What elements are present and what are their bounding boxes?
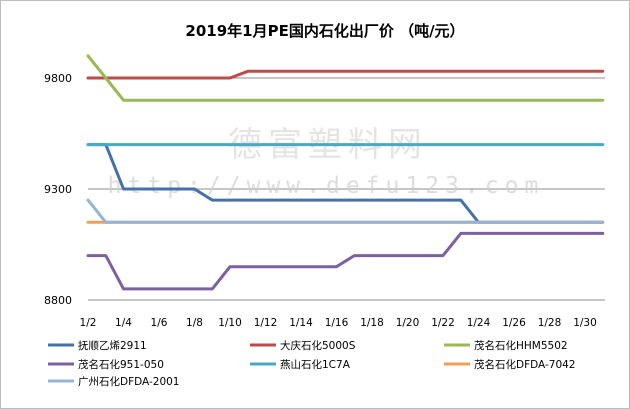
series-line-2	[86, 54, 605, 102]
x-tick-label: 1/4	[115, 317, 132, 329]
y-tick-label: 9800	[44, 72, 72, 85]
x-tick-label: 1/24	[467, 317, 491, 329]
watermark-url: http://www.defu123.com	[108, 173, 545, 199]
legend-label: 茂名石化951-050	[78, 358, 164, 371]
chart-title: 2019年1月PE国内石化出厂价 （吨/元）	[185, 22, 464, 40]
series-line-1	[86, 69, 605, 80]
legend-label: 抚顺乙烯2911	[78, 339, 147, 352]
legend-label: 茂名石化DFDA-7042	[474, 358, 576, 371]
x-tick-label: 1/10	[218, 317, 242, 329]
legend-label: 茂名石化HHM5502	[474, 339, 568, 352]
x-tick-label: 1/20	[396, 317, 420, 329]
series-line-3	[86, 231, 605, 291]
legend-label: 广州石化DFDA-2001	[78, 375, 180, 388]
x-tick-label: 1/6	[151, 317, 168, 329]
y-tick-label: 9300	[44, 183, 72, 196]
x-tick-label: 1/2	[80, 317, 97, 329]
x-tick-label: 1/18	[360, 317, 384, 329]
x-tick-label: 1/12	[254, 317, 278, 329]
legend-label: 大庆石化5000S	[280, 339, 356, 352]
x-tick-label: 1/28	[538, 317, 562, 329]
legend-label: 燕山石化1C7A	[280, 358, 351, 371]
y-tick-label: 8800	[44, 294, 72, 307]
legend: 抚顺乙烯2911 大庆石化5000S 茂名石化HHM5502 茂名石化951-050 燕…	[48, 339, 576, 388]
x-tick-label: 1/16	[325, 317, 349, 329]
y-axis: 8800 9300 9800	[44, 72, 72, 307]
x-tick-label: 1/8	[186, 317, 203, 329]
series-line-6	[86, 198, 605, 224]
x-tick-label: 1/14	[289, 317, 313, 329]
x-tick-label: 1/30	[573, 317, 597, 329]
series-lines	[86, 54, 605, 291]
x-tick-label: 1/22	[431, 317, 455, 329]
x-axis: 1/2 1/4 1/6 1/8 1/10 1/12 1/14 1/16 1/18 1/20 1/22…	[80, 317, 597, 329]
x-tick-label: 1/26	[502, 317, 526, 329]
